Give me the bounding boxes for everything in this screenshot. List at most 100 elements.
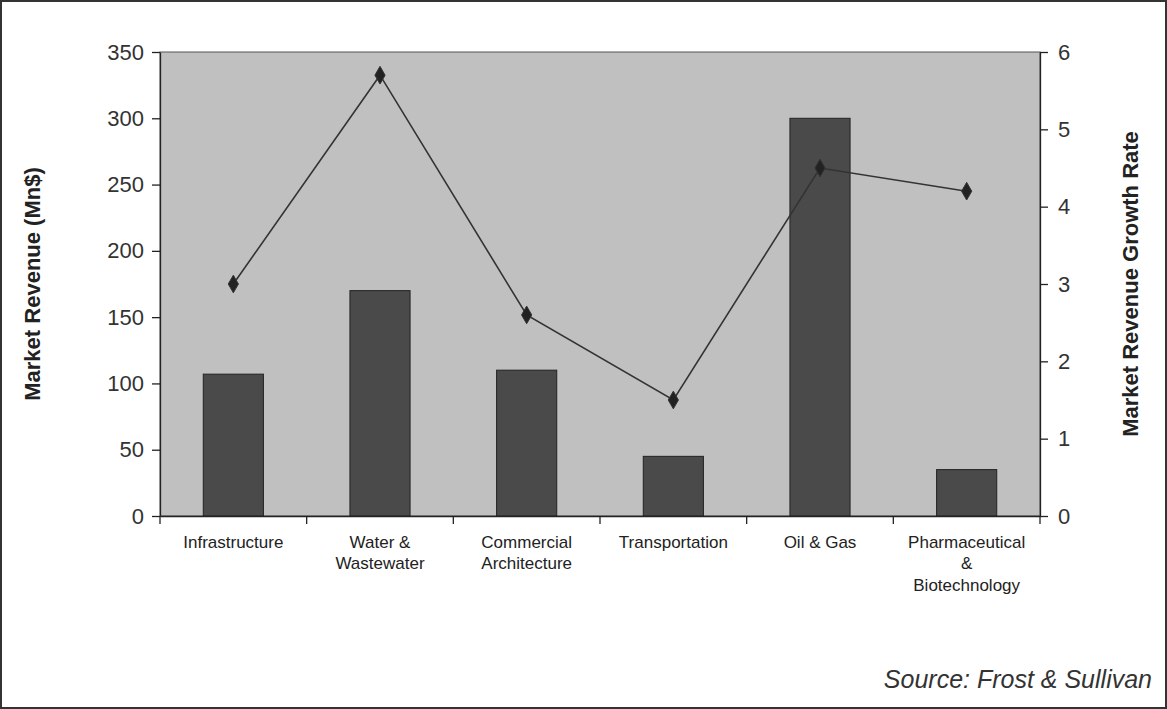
tick-mark <box>1040 439 1048 440</box>
tick-label: 350 <box>107 40 144 65</box>
category-label-line: Infrastructure <box>183 533 283 552</box>
tick-label: 2 <box>1058 349 1070 374</box>
category-divider <box>599 516 600 524</box>
tick-mark <box>152 251 160 252</box>
marker <box>668 391 678 409</box>
category-label-line: Pharmaceutical <box>908 533 1025 552</box>
tick-label: 100 <box>107 371 144 396</box>
tick-label: 250 <box>107 172 144 197</box>
category-divider <box>1039 516 1040 524</box>
tick-label: 4 <box>1058 194 1070 219</box>
tick-mark <box>152 450 160 451</box>
tick: 100 <box>107 371 160 396</box>
tick: 1 <box>1040 426 1070 451</box>
category-dividers <box>160 516 1040 524</box>
tick-mark <box>1040 52 1048 53</box>
category-label: Commercial Architecture <box>481 533 572 573</box>
tick: 4 <box>1040 194 1070 219</box>
category-divider <box>746 516 747 524</box>
tick-label: 3 <box>1058 272 1070 297</box>
tick-mark <box>152 184 160 185</box>
chart-svg: 0 50 100 150 200 250 300 350 0 1 2 3 4 5 6 Infrastructu… <box>0 0 1167 709</box>
tick: 0 <box>1040 504 1070 529</box>
tick: 50 <box>120 437 160 462</box>
category-label: Transportation <box>619 533 728 552</box>
tick-label: 0 <box>1058 504 1070 529</box>
category-label: Oil & Gas <box>784 533 857 552</box>
plot-background <box>160 52 1040 516</box>
category-label-line: Commercial <box>481 533 572 552</box>
marker <box>962 182 972 200</box>
tick: 5 <box>1040 117 1070 142</box>
tick-mark <box>1040 207 1048 208</box>
y-axis-title: Market Revenue (Mn$) <box>20 167 45 401</box>
y2-axis-title: Market Revenue Growth Rate <box>1118 131 1143 437</box>
bar <box>937 470 997 516</box>
tick-mark <box>1040 284 1048 285</box>
tick-label: 0 <box>132 504 144 529</box>
category-divider <box>453 516 454 524</box>
tick: 150 <box>107 305 160 330</box>
tick-mark <box>152 52 160 53</box>
tick: 2 <box>1040 349 1070 374</box>
y2-axis: 0 1 2 3 4 5 6 <box>1040 40 1070 529</box>
axis-line <box>160 53 161 517</box>
tick: 0 <box>132 504 160 529</box>
category-label-line: Biotechnology <box>913 576 1020 595</box>
tick: Infrastructure <box>183 533 283 552</box>
growth-line <box>233 75 966 400</box>
tick: 3 <box>1040 272 1070 297</box>
x-axis: Infrastructure Water & Wastewater Commercia… <box>161 517 1041 595</box>
tick-mark <box>152 516 160 517</box>
category-label-line: Architecture <box>481 554 572 573</box>
tick: 6 <box>1040 40 1070 65</box>
tick-label: 1 <box>1058 426 1070 451</box>
tick: Transportation <box>619 533 728 552</box>
y-axis: 0 50 100 150 200 250 300 350 <box>107 40 160 529</box>
category-label: Water & Wastewater <box>335 533 424 573</box>
category-divider <box>306 516 307 524</box>
tick-label: 5 <box>1058 117 1070 142</box>
marks <box>203 66 996 516</box>
category-label-line: & <box>961 554 973 573</box>
bar <box>203 374 263 516</box>
category-label-line: Transportation <box>619 533 728 552</box>
tick-mark <box>152 383 160 384</box>
tick: 250 <box>107 172 160 197</box>
category-label: Infrastructure <box>183 533 283 552</box>
category-label: Pharmaceutical & Biotechnology <box>908 533 1025 595</box>
bar <box>497 370 557 516</box>
outer-frame <box>1 1 1166 708</box>
tick-label: 200 <box>107 238 144 263</box>
tick-label: 150 <box>107 305 144 330</box>
category-label-line: Oil & Gas <box>784 533 857 552</box>
tick-label: 6 <box>1058 40 1070 65</box>
tick: Commercial Architecture <box>481 533 572 573</box>
tick: 300 <box>107 106 160 131</box>
tick-label: 50 <box>120 437 144 462</box>
tick-mark <box>152 118 160 119</box>
category-label-line: Wastewater <box>335 554 424 573</box>
marker <box>228 275 238 293</box>
tick: Oil & Gas <box>784 533 857 552</box>
tick: 350 <box>107 40 160 65</box>
source-note: Source: Frost & Sullivan <box>884 665 1152 693</box>
tick: 200 <box>107 238 160 263</box>
bar <box>790 118 850 516</box>
category-divider <box>893 516 894 524</box>
tick-mark <box>1040 129 1048 130</box>
bar-series <box>203 118 996 516</box>
tick: Pharmaceutical & Biotechnology <box>908 533 1025 595</box>
marker <box>815 159 825 177</box>
tick-mark <box>1040 516 1048 517</box>
tick-mark <box>152 317 160 318</box>
tick-label: 300 <box>107 106 144 131</box>
bar <box>643 456 703 516</box>
tick-mark <box>1040 361 1048 362</box>
category-divider <box>159 516 160 524</box>
marker-group <box>228 66 972 408</box>
category-label-line: Water & <box>350 533 411 552</box>
marker <box>375 66 385 84</box>
bar <box>350 291 410 516</box>
tick: Water & Wastewater <box>335 533 424 573</box>
